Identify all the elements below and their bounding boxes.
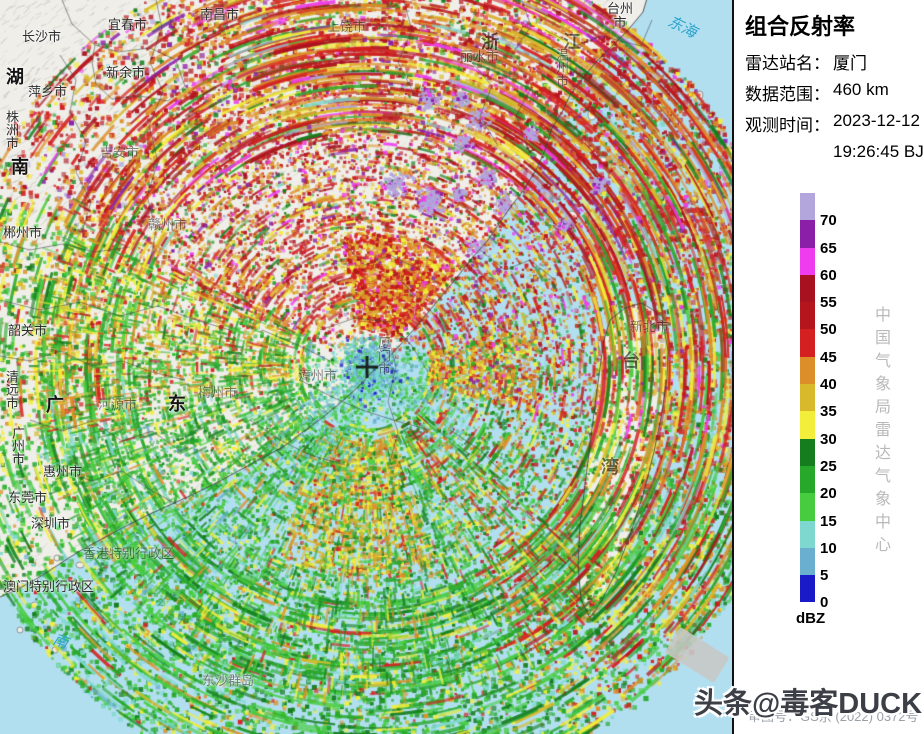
legend-color-segment [800,465,815,494]
legend-tick-label: 20 [820,485,837,503]
range-label: 数据范围： [745,85,830,104]
legend-tick-label: 70 [820,212,837,230]
time-label: 观测时间： [745,116,830,135]
info-panel: 组合反射率 雷达站名： 厦门 数据范围： 460 km 观测时间： 2023-1… [732,0,924,734]
toutiao-watermark: 头条@毒客DUCK [694,688,923,720]
legend-row: 55 [800,274,837,311]
legend-tick-label: 30 [820,430,837,448]
legend-color-segment [800,220,815,248]
legend-row: 20 [800,465,837,502]
legend-tick-label: 0 [820,594,829,612]
map-approval-number: 审图号：GS京 (2022) 0372号 [748,709,919,724]
station-value: 厦门 [833,54,867,73]
map-borders-canvas [0,0,732,734]
legend-tick-label: 35 [820,403,837,421]
legend-tick-label: 15 [820,512,837,530]
legend-row: 25 [800,438,837,475]
legend-color-segment [800,411,815,439]
legend-tick-label: 65 [820,239,837,257]
legend-row: 65 [800,220,837,257]
legend-color-segment [800,193,815,221]
station-label: 雷达站名： [745,54,830,73]
legend-row: 70 [800,193,837,229]
legend-tick-label: 50 [820,321,837,339]
legend-color-segment [800,493,815,521]
legend-row: 45 [800,329,837,366]
legend-unit-label: dBZ [796,610,826,627]
legend-tick-label: 60 [820,266,837,284]
legend-row: 40 [800,356,837,393]
legend-row: 5 [800,547,828,584]
legend-tick-label: 55 [820,294,837,312]
cma-vertical-watermark: 中国气象局雷达气象中心 [872,306,889,559]
legend-color-segment [800,575,815,603]
station-row: 雷达站名： 厦门 [745,49,924,74]
legend-color-segment [800,247,815,275]
reflectivity-legend: 70 65 60 55 50 45 40 35 30 25 20 15 10 5 0 [800,193,837,611]
time-date-value: 2023-12-12 [833,111,920,130]
legend-color-segment [800,302,815,330]
panel-title: 组合反射率 [745,14,856,39]
legend-tick-label: 10 [820,539,837,557]
legend-color-segment [800,356,815,385]
time-clock-value: 19:26:45 BJT [833,142,924,161]
legend-color-segment [800,547,815,576]
legend-tick-label: 40 [820,376,837,394]
range-row: 数据范围： 460 km [745,80,924,105]
time-row: 观测时间： 2023-12-12 [745,111,924,136]
legend-color-segment [800,329,815,357]
range-value: 460 km [833,80,889,99]
legend-tick-label: 45 [820,348,837,366]
legend-tick-label: 25 [820,457,837,475]
legend-row: 15 [800,493,837,530]
legend-row: 50 [800,302,837,338]
time-label-spacer [745,142,833,162]
legend-row: 60 [800,247,837,284]
legend-color-segment [800,438,815,466]
legend-color-segment [800,274,815,303]
legend-row: 0 [800,575,828,611]
legend-row: 30 [800,411,837,448]
legend-row: 35 [800,384,837,420]
legend-row: 10 [800,520,837,557]
time-row-2: 19:26:45 BJT [745,142,924,162]
legend-color-segment [800,520,815,548]
legend-color-segment [800,384,815,412]
legend-tick-label: 5 [820,567,829,585]
